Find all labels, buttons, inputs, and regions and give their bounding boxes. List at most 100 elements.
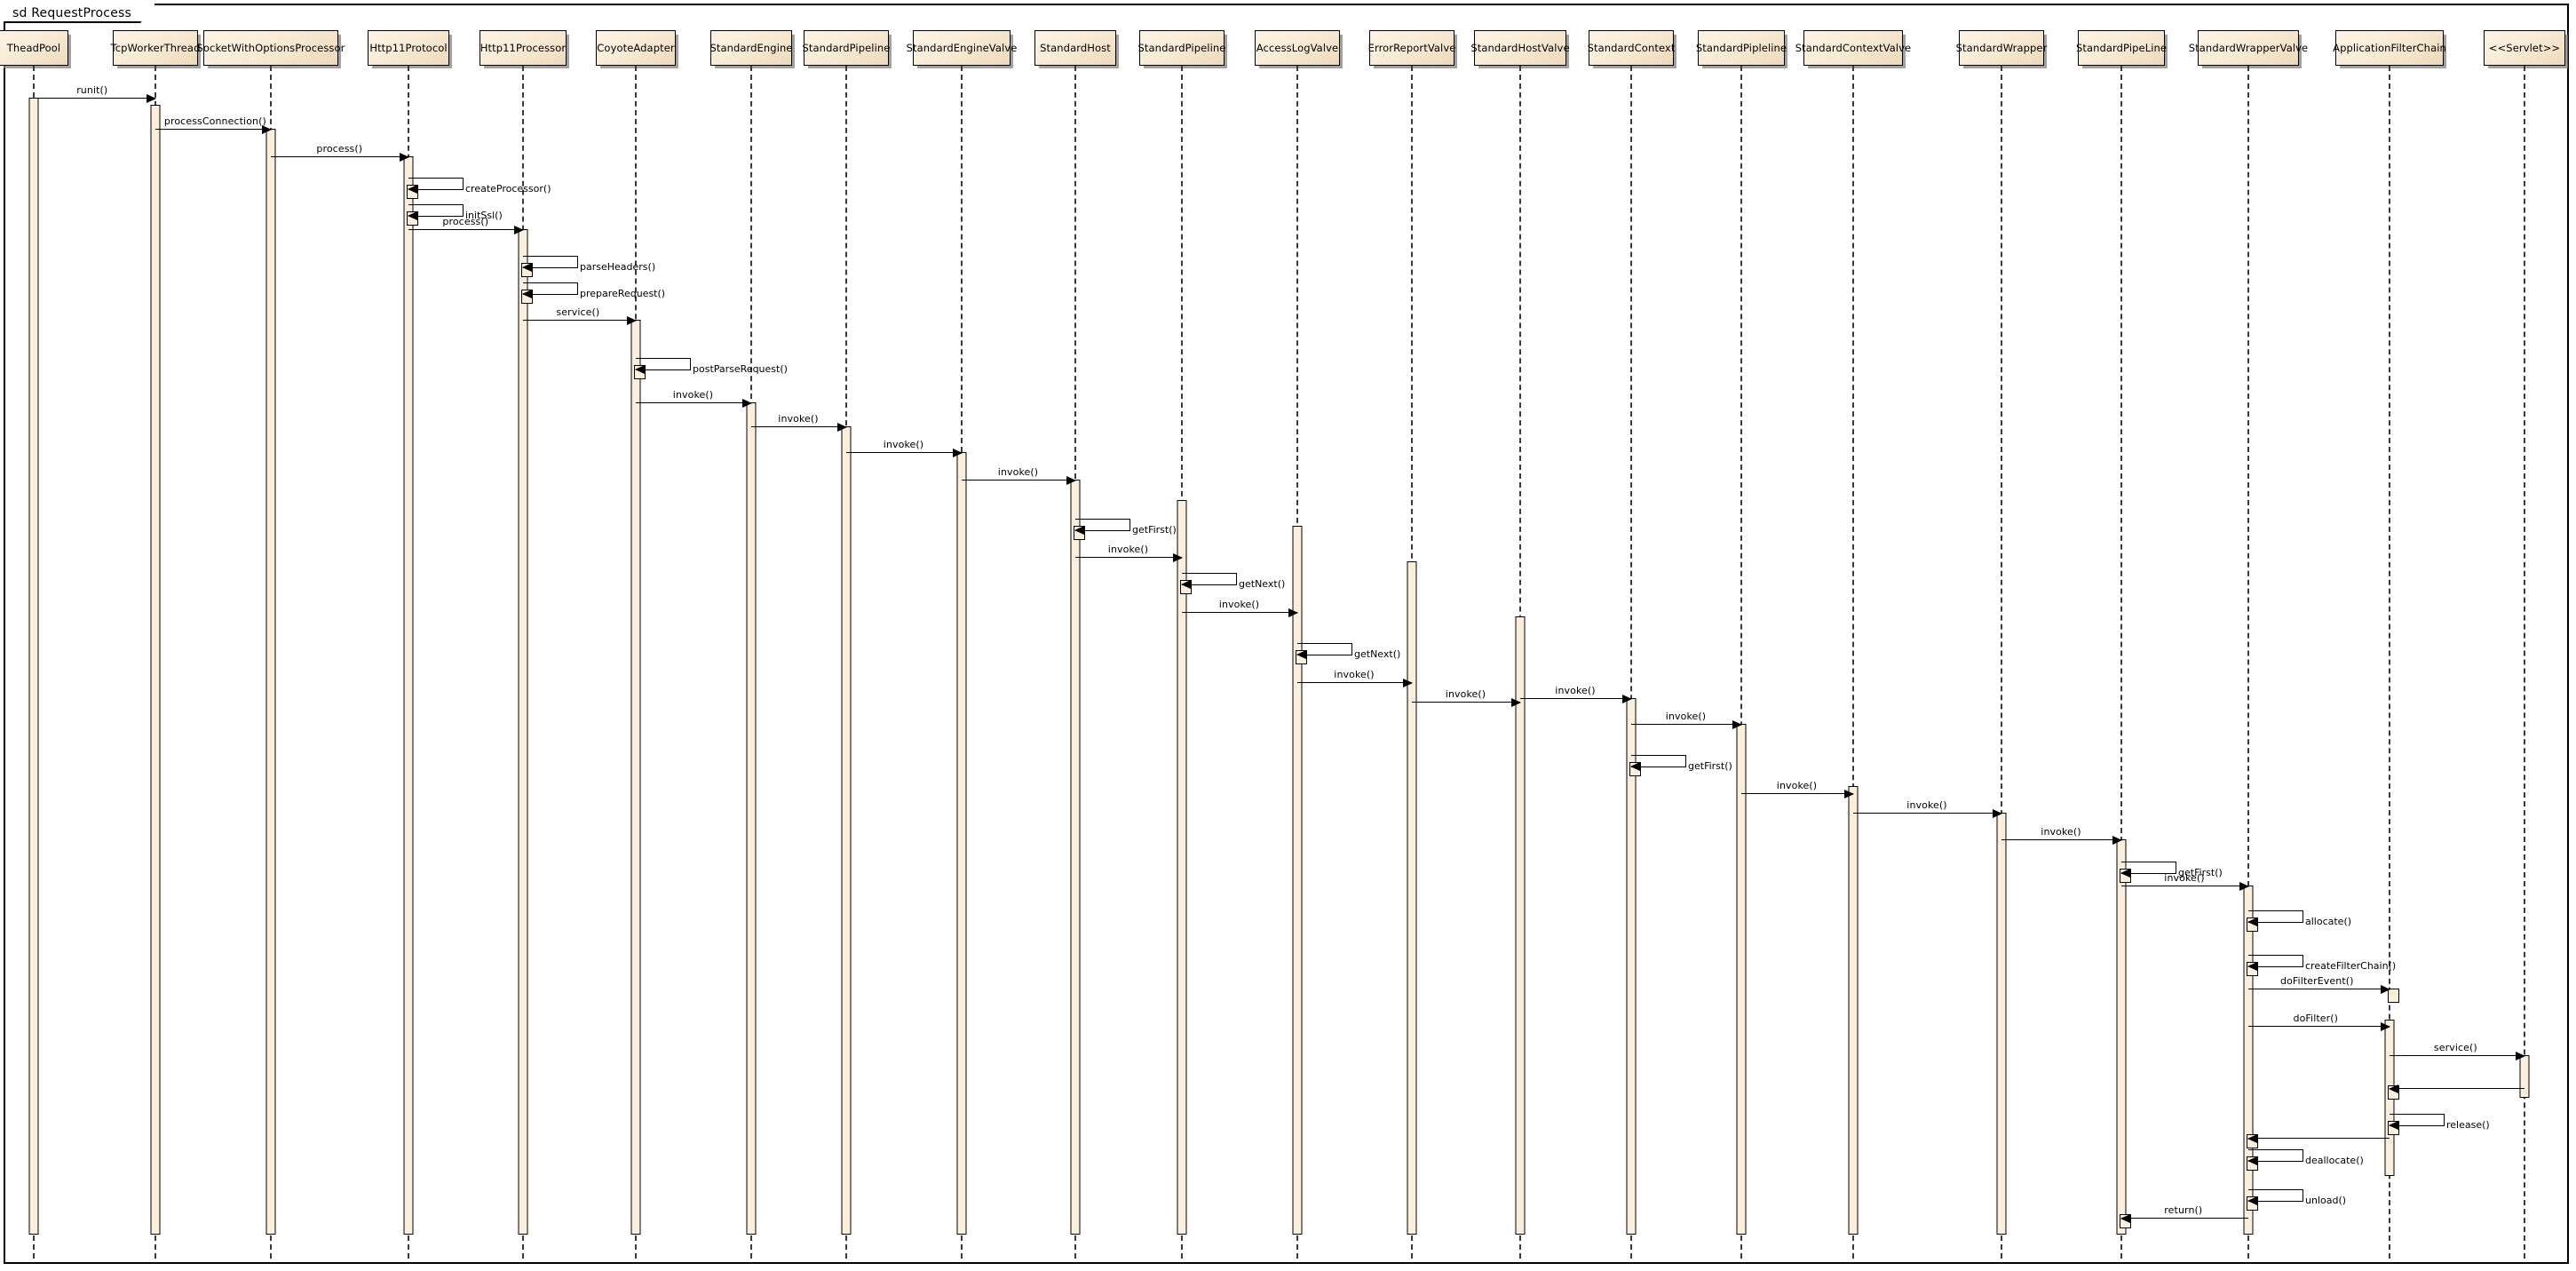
lifeline-label-servlet: <<Servlet>>: [2488, 42, 2561, 54]
arrowhead-icon: [1074, 526, 1084, 535]
arrowhead-icon: [627, 316, 637, 325]
lifeline-head-applicationfilterchain[interactable]: ApplicationFilterChain: [2333, 30, 2446, 66]
act-standardpipeline4: [2116, 839, 2127, 1235]
lifeline-head-standardpipeline2[interactable]: StandardPipeline: [1138, 30, 1225, 66]
lifeline-label-http11protocol: Http11Protocol: [369, 42, 448, 54]
msg-process-2-label: process(): [442, 216, 489, 227]
lifeline-head-standardhost[interactable]: StandardHost: [1034, 30, 1116, 66]
lifeline-dash-servlet: [2524, 66, 2525, 1259]
lifeline-label-applicationfilterchain: ApplicationFilterChain: [2333, 42, 2446, 54]
arrowhead-icon: [522, 263, 532, 272]
msg-service-1: service(): [523, 306, 637, 325]
msg-invoke-3-label: invoke(): [883, 439, 924, 450]
arrowhead-icon: [2247, 962, 2257, 971]
lifeline-label-standardenginevalve: StandardEngineValve: [906, 42, 1018, 54]
arrowhead-icon: [1288, 608, 1298, 617]
msg-invoke-7: invoke(): [1297, 669, 1413, 687]
act-standardpipeline1: [841, 426, 852, 1235]
msg-invoke-1-label: invoke(): [672, 389, 714, 401]
lifeline-label-tcpworkerthread: TcpWorkerThread: [110, 42, 201, 54]
lifeline-head-standardcontext[interactable]: StandardContext: [1587, 30, 1676, 66]
arrowhead-icon: [2381, 985, 2390, 994]
lifeline-label-coyoteadapter: CoyoteAdapter: [597, 42, 675, 54]
lifeline-head-threadpool[interactable]: TheadPool: [0, 30, 68, 66]
lifeline-label-standardengine: StandardEngine: [709, 42, 793, 54]
self-parseheaders-label: parseHeaders(): [580, 261, 656, 273]
msg-invoke-9: invoke(): [1520, 685, 1632, 703]
lifeline-head-errorreportvalve[interactable]: ErrorReportValve: [1367, 30, 1456, 66]
lifeline-head-standardpipeline1[interactable]: StandardPipeline: [802, 30, 891, 66]
lifeline-head-servlet[interactable]: <<Servlet>>: [2484, 30, 2565, 66]
arrowhead-icon: [2381, 1022, 2390, 1031]
lifeline-label-standardpipeline1: StandardPipeline: [802, 42, 891, 54]
arrowhead-icon: [2247, 918, 2257, 926]
self-unload-label: unload(): [2305, 1195, 2347, 1206]
lifeline-head-standardpipleline3[interactable]: StandardPipleline: [1695, 30, 1787, 66]
lifeline-head-http11processor[interactable]: Http11Processor: [480, 30, 567, 66]
lifeline-label-standardwrappervalve: StandardWrapperValve: [2188, 42, 2309, 54]
lifeline-label-errorreportvalve: ErrorReportValve: [1367, 42, 1456, 54]
msg-invoke-6: invoke(): [1182, 599, 1298, 617]
arrowhead-icon: [2247, 1134, 2257, 1143]
arrowhead-icon: [2120, 1214, 2130, 1223]
msg-invoke-4-label: invoke(): [997, 466, 1039, 478]
small-filterchain-dofilterevent: [2388, 989, 2399, 1003]
lifeline-head-standardwrapper[interactable]: StandardWrapper: [1956, 30, 2047, 66]
self-getnext-2: getNext(): [1296, 643, 1400, 660]
arrowhead-icon: [2516, 1052, 2525, 1060]
lifeline-head-http11protocol[interactable]: Http11Protocol: [368, 30, 449, 66]
self-allocate: allocate(): [2247, 910, 2351, 927]
lifeline-head-standardenginevalve[interactable]: StandardEngineValve: [907, 30, 1017, 66]
self-initssl: initSsl(): [408, 204, 503, 221]
msg-process-2: process(): [408, 216, 524, 234]
msg-invoke-2-label: invoke(): [778, 413, 819, 425]
self-parseheaders: parseHeaders(): [522, 256, 655, 273]
msg-processconnection-label: processConnection(): [163, 115, 266, 127]
diagram-frame-tab: sd RequestProcess: [4, 4, 156, 23]
lifeline-label-standardpipleline3: StandardPipleline: [1695, 42, 1787, 54]
lifeline-head-standardengine[interactable]: StandardEngine: [709, 30, 793, 66]
lifeline-head-coyoteadapter[interactable]: CoyoteAdapter: [596, 30, 676, 66]
arrowhead-icon: [1993, 809, 2002, 818]
msg-dofilter-return: [2247, 1134, 2390, 1143]
msg-runit-label: runit(): [76, 84, 108, 96]
msg-service-1-label: service(): [556, 306, 600, 318]
arrowhead-icon: [1403, 679, 1413, 687]
act-http11processor: [518, 229, 528, 1235]
msg-dofilter-label: doFilter(): [2293, 1013, 2339, 1024]
arrowhead-icon: [2389, 1084, 2398, 1093]
lifeline-head-socketwithoptions[interactable]: SocketWithOptionsProcessor: [197, 30, 345, 66]
diagram-frame: [4, 4, 2569, 1264]
act-standardengine: [746, 402, 757, 1235]
msg-dofilter: doFilter(): [2248, 1013, 2390, 1031]
lifeline-head-standardpipeline4[interactable]: StandardPipeLine: [2076, 30, 2167, 66]
lifeline-head-accesslogvalve[interactable]: AccessLogValve: [1255, 30, 1340, 66]
lifeline-dash-standardpipleline3: [1740, 66, 1742, 1259]
arrowhead-icon: [1181, 580, 1191, 589]
msg-invoke-10: invoke(): [1631, 711, 1742, 729]
msg-service-return: [2389, 1084, 2524, 1093]
msg-process-1: process(): [271, 143, 409, 162]
msg-invoke-9-label: invoke(): [1555, 685, 1596, 696]
lifeline-label-standardhost: StandardHost: [1040, 42, 1111, 54]
msg-invoke-8: invoke(): [1412, 688, 1521, 707]
lifeline-dash-standardcontextvalve: [1852, 66, 1854, 1259]
msg-invoke-13: invoke(): [2001, 826, 2122, 845]
act-accesslogvalve: [1292, 526, 1303, 1235]
msg-invoke-11: invoke(): [1741, 780, 1854, 798]
self-postparserequest: postParseRequest(): [635, 358, 788, 375]
lifeline-head-standardcontextvalve[interactable]: StandardContextValve: [1795, 30, 1911, 66]
arrowhead-icon: [742, 399, 752, 408]
msg-return-label: return(): [2164, 1204, 2203, 1216]
msg-invoke-5-label: invoke(): [1107, 544, 1149, 555]
arrowhead-icon: [1296, 650, 1306, 659]
lifeline-label-standardcontext: StandardContext: [1587, 42, 1676, 54]
msg-invoke-11-label: invoke(): [1776, 780, 1818, 791]
lifeline-head-tcpworkerthread[interactable]: TcpWorkerThread: [110, 30, 201, 66]
msg-service-2: service(): [2390, 1042, 2525, 1060]
lifeline-head-standardwrappervalve[interactable]: StandardWrapperValve: [2189, 30, 2308, 66]
act-standardpipleline3: [1736, 724, 1747, 1235]
arrowhead-icon: [2112, 836, 2122, 845]
arrowhead-icon: [408, 211, 417, 220]
lifeline-head-standardhostvalve[interactable]: StandardHostValve: [1470, 30, 1570, 66]
